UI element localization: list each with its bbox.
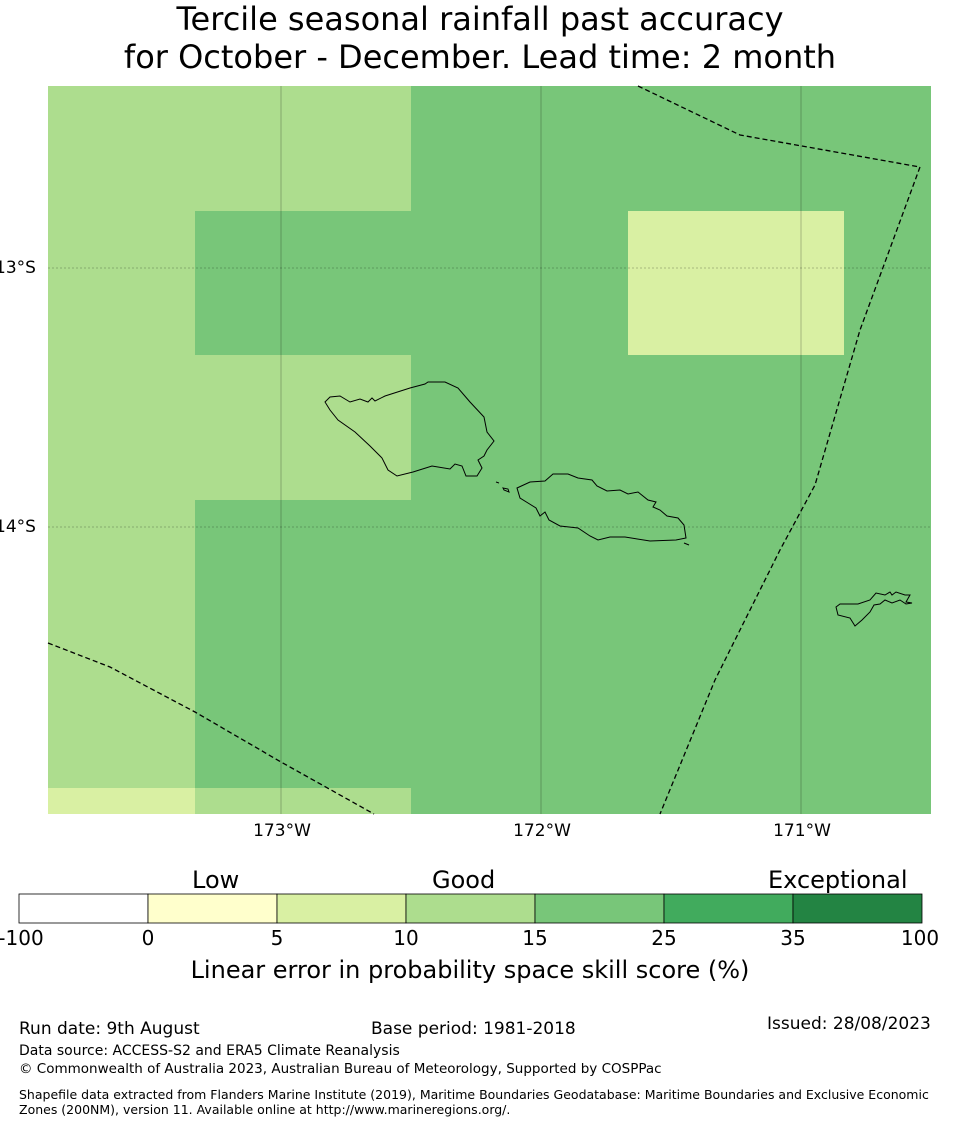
colorbar-segment <box>792 893 923 924</box>
colorbar-segment <box>405 893 536 924</box>
legend-category-good: Good <box>432 866 496 894</box>
map-title-line-2: for October - December. Lead time: 2 mon… <box>123 38 837 76</box>
colorbar-tick: 0 <box>141 926 155 950</box>
legend-category-exceptional: Exceptional <box>768 866 908 894</box>
colorbar-segment <box>147 893 278 924</box>
lat-label-14s: 14°S <box>0 517 36 537</box>
eez-boundaries <box>47 85 921 815</box>
legend-category-low: Low <box>192 866 240 894</box>
gridlines <box>48 86 931 814</box>
colorbar-segment <box>663 893 794 924</box>
colorbar-segment <box>276 893 407 924</box>
lat-label-13s: 13°S <box>0 258 36 278</box>
island-savaii <box>324 381 495 477</box>
islet-manono <box>502 487 510 493</box>
islet-apolima <box>495 481 500 484</box>
lon-label-173w: 173°W <box>253 821 311 841</box>
colorbar-title: Linear error in probability space skill … <box>190 956 750 984</box>
grid-cell <box>195 211 411 355</box>
coastlines <box>324 381 913 627</box>
colorbar-tick: 15 <box>522 926 548 950</box>
grid-cell <box>411 86 931 814</box>
island-tutuila <box>835 591 913 627</box>
eez-boundary-southwest <box>47 642 375 815</box>
copyright-notice: © Commonwealth of Australia 2023, Austra… <box>19 1061 662 1077</box>
issued-date: Issued: 28/08/2023 <box>767 1014 931 1034</box>
lon-label-171w: 171°W <box>773 821 831 841</box>
base-period: Base period: 1981-2018 <box>371 1019 576 1039</box>
colorbar <box>18 893 923 924</box>
grid-cell <box>628 211 844 355</box>
colorbar-tick: 5 <box>270 926 284 950</box>
data-source: Data source: ACCESS-S2 and ERA5 Climate … <box>19 1043 400 1059</box>
islet-east <box>683 542 690 546</box>
grid-cell <box>48 788 195 814</box>
colorbar-tick: 100 <box>900 926 940 950</box>
map-title-line-1: Tercile seasonal rainfall past accuracy <box>176 0 784 38</box>
colorbar-tick: 10 <box>393 926 419 950</box>
colorbar-tick: 35 <box>780 926 806 950</box>
colorbar-segment <box>18 893 149 924</box>
shapefile-credit: Shapefile data extracted from Flanders M… <box>19 1087 929 1117</box>
skill-grid <box>48 86 931 814</box>
colorbar-tick: -100 <box>0 926 44 950</box>
colorbar-segment <box>534 893 665 924</box>
grid-cell <box>195 500 411 788</box>
island-upolu <box>516 473 687 542</box>
colorbar-tick: 25 <box>651 926 677 950</box>
eez-boundary-northeast <box>637 85 921 815</box>
lon-label-172w: 172°W <box>513 821 571 841</box>
run-date: Run date: 9th August <box>19 1019 200 1039</box>
